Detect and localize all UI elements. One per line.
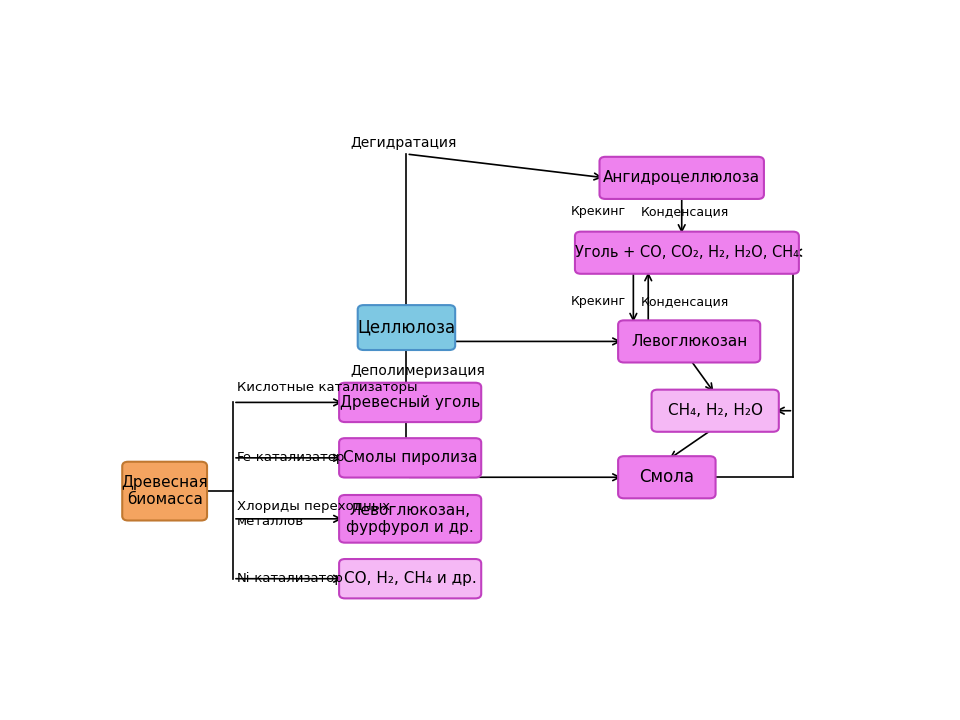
Text: СН₄, H₂, H₂O: СН₄, H₂, H₂O xyxy=(668,403,762,418)
Text: Древесный уголь: Древесный уголь xyxy=(340,395,480,410)
Text: Уголь + СО, СО₂, H₂, H₂O, CH₄: Уголь + СО, СО₂, H₂, H₂O, CH₄ xyxy=(575,246,799,260)
Text: СО, H₂, CH₄ и др.: СО, H₂, CH₄ и др. xyxy=(344,571,476,586)
FancyBboxPatch shape xyxy=(358,305,455,350)
Text: Деполимеризация: Деполимеризация xyxy=(350,364,486,377)
Text: Кислотные катализаторы: Кислотные катализаторы xyxy=(237,382,418,395)
FancyBboxPatch shape xyxy=(339,383,481,422)
Text: Крекинг: Крекинг xyxy=(571,295,626,308)
FancyBboxPatch shape xyxy=(339,495,481,543)
Text: Левоглюкозан: Левоглюкозан xyxy=(631,334,747,349)
Text: Левоглюкозан,
фурфурол и др.: Левоглюкозан, фурфурол и др. xyxy=(347,503,474,535)
Text: Конденсация: Конденсация xyxy=(641,205,729,218)
Text: Ni-катализатор: Ni-катализатор xyxy=(237,572,344,585)
FancyBboxPatch shape xyxy=(652,390,779,432)
Text: Дегидратация: Дегидратация xyxy=(350,136,457,150)
Text: Смолы пиролиза: Смолы пиролиза xyxy=(343,450,477,465)
Text: Древесная
биомасса: Древесная биомасса xyxy=(121,475,208,508)
FancyBboxPatch shape xyxy=(122,462,207,521)
Text: Целлюлоза: Целлюлоза xyxy=(357,318,455,336)
Text: Ангидроцеллюлоза: Ангидроцеллюлоза xyxy=(603,171,760,185)
FancyBboxPatch shape xyxy=(575,232,799,274)
FancyBboxPatch shape xyxy=(618,456,715,498)
Text: Крекинг: Крекинг xyxy=(571,205,626,218)
Text: Конденсация: Конденсация xyxy=(641,295,729,308)
FancyBboxPatch shape xyxy=(618,320,760,362)
Text: Смола: Смола xyxy=(639,468,694,486)
FancyBboxPatch shape xyxy=(339,559,481,598)
FancyBboxPatch shape xyxy=(339,438,481,477)
Text: Хлориды переходных
металлов: Хлориды переходных металлов xyxy=(237,500,390,528)
Text: Fe-катализатор: Fe-катализатор xyxy=(237,451,346,464)
FancyBboxPatch shape xyxy=(599,157,764,199)
